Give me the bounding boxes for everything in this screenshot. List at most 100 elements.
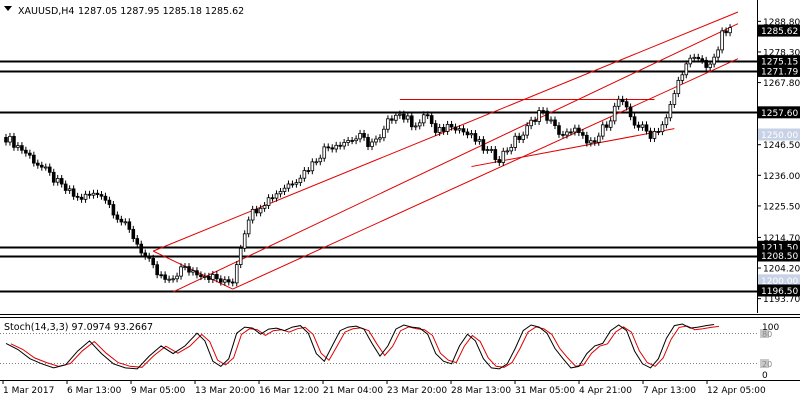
candle-body: [40, 164, 44, 168]
level-label-bg: [758, 284, 800, 297]
candle-body: [211, 274, 215, 280]
candle-body: [171, 278, 175, 281]
candle-body: [83, 193, 88, 200]
candle-body: [338, 144, 342, 147]
trend-line-1: [172, 23, 739, 293]
candle-body: [274, 193, 279, 199]
candle-body: [362, 133, 366, 138]
candle-body: [370, 141, 374, 147]
price-tick-label: 1214.70: [763, 234, 800, 244]
ghost-level-label-bg: [758, 274, 800, 287]
candle-body: [417, 122, 422, 127]
candle-body: [135, 238, 140, 245]
candle-body: [278, 191, 283, 195]
candle-body: [254, 208, 259, 214]
candle-body: [366, 136, 370, 147]
candle-body: [95, 192, 100, 195]
candle-body: [529, 119, 533, 127]
candle-body: [409, 115, 414, 128]
candle-body: [545, 110, 549, 121]
candle-body: [16, 145, 20, 148]
candle-body: [680, 74, 685, 81]
candle-body: [4, 136, 8, 143]
candle-body: [183, 266, 187, 268]
candle-body: [612, 105, 617, 122]
candle-body: [43, 166, 48, 169]
candle-body: [155, 264, 159, 276]
candle-body: [20, 145, 24, 151]
level-label: 1275.15: [761, 58, 798, 68]
candle-body: [557, 125, 561, 135]
candle-body: [577, 127, 581, 133]
candle-body: [413, 125, 418, 128]
candle-body: [672, 93, 677, 105]
candle-body: [433, 123, 438, 133]
price-tick-label: 1267.80: [763, 79, 800, 89]
candle-body: [350, 140, 354, 142]
candle-body: [266, 197, 271, 206]
candle-body: [47, 166, 52, 173]
candle-body: [187, 266, 191, 273]
candle-body: [151, 257, 155, 266]
dropdown-triangle-icon[interactable]: [4, 6, 12, 11]
candle-body: [688, 57, 693, 65]
candle-body: [127, 221, 132, 230]
candle-body: [342, 142, 346, 147]
level-label: 1271.79: [761, 67, 798, 77]
candle-body: [143, 252, 148, 257]
candle-body: [378, 137, 382, 140]
ghost-level-label: 1200.00: [761, 277, 798, 287]
candle-body: [294, 182, 299, 185]
candle-body: [226, 279, 231, 283]
candle-body: [59, 178, 64, 185]
candle-body: [485, 149, 490, 151]
candle-body: [123, 221, 128, 224]
candle-body: [553, 119, 557, 127]
candle-body: [99, 194, 104, 197]
candle-body: [67, 188, 72, 191]
candle-body: [230, 281, 235, 284]
candle-body: [215, 274, 219, 280]
stoch-lines: [5, 323, 719, 370]
candle-body: [728, 27, 732, 34]
candle-body: [36, 162, 40, 166]
candle-body: [199, 274, 203, 278]
candle-body: [406, 115, 410, 120]
candle-body: [720, 30, 724, 51]
candles: [4, 24, 732, 287]
stoch-signal-line: [10, 325, 719, 368]
candle-body: [115, 214, 120, 220]
time-tick-label: 12 Apr 05:00: [707, 386, 766, 396]
candle-body: [585, 134, 589, 144]
candle-body: [632, 116, 637, 126]
level-label-bg: [758, 106, 800, 119]
stoch-main-line: [5, 323, 715, 370]
candle-body: [628, 106, 633, 118]
level-label: 1257.60: [761, 109, 798, 119]
candle-body: [624, 101, 629, 108]
candle-body: [724, 30, 728, 34]
ghost-level-label-bg: [758, 128, 800, 141]
candle-body: [425, 114, 430, 117]
candle-body: [131, 228, 136, 239]
candle-body: [139, 243, 144, 254]
candle-body: [354, 138, 358, 142]
candle-body: [91, 192, 96, 196]
candle-body: [640, 124, 645, 128]
candle-body: [24, 149, 28, 154]
candle-body: [509, 147, 514, 152]
stochastic-pane: Stoch(14,3,3) 97.0974 93.2667 100 80 20 …: [0, 322, 779, 381]
candle-body: [163, 274, 167, 280]
price-tick-label: 1288.80: [763, 18, 800, 28]
time-tick-label: 4 Apr 21:00: [579, 386, 632, 396]
candle-body: [306, 170, 311, 172]
candle-body: [326, 146, 331, 149]
candle-body: [497, 159, 502, 163]
candle-body: [664, 117, 669, 126]
candle-body: [286, 183, 291, 189]
candle-body: [533, 119, 537, 122]
stoch-level-80: 80: [762, 330, 772, 339]
